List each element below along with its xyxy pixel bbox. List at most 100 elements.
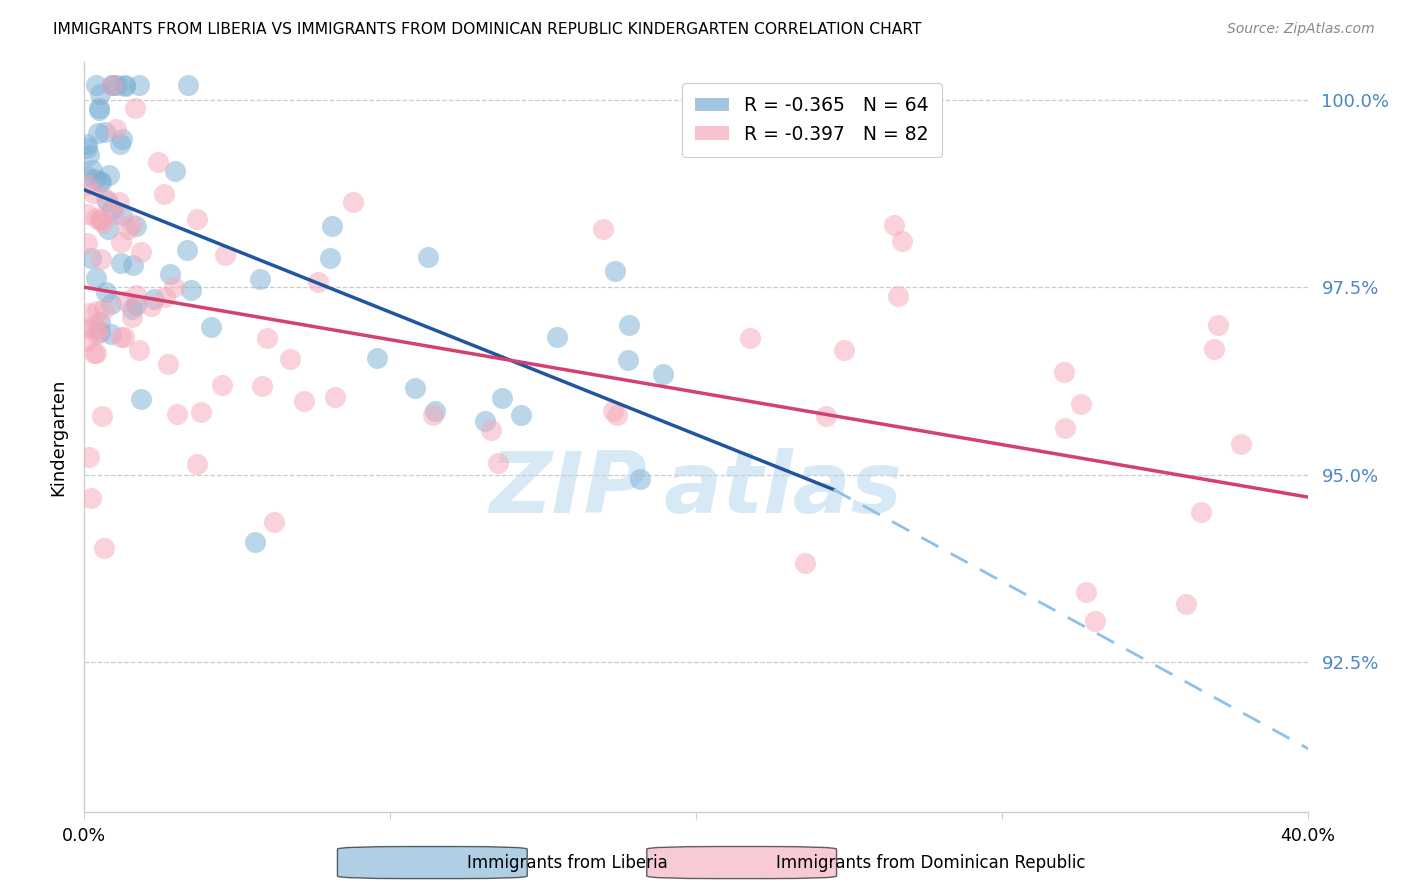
Point <box>605 264 627 278</box>
Point <box>121 310 143 325</box>
Point <box>323 391 346 405</box>
Point <box>128 343 150 358</box>
Point <box>190 405 212 419</box>
Point <box>186 212 208 227</box>
Point <box>86 304 108 318</box>
Point <box>111 209 134 223</box>
Point <box>887 289 910 303</box>
Point <box>1076 585 1098 599</box>
Point <box>122 258 145 272</box>
Point <box>342 194 364 209</box>
Point <box>76 334 98 348</box>
Point <box>90 175 112 189</box>
Point <box>114 78 136 93</box>
Point <box>200 320 222 334</box>
Point <box>96 194 118 209</box>
Point <box>110 330 132 344</box>
Point <box>1084 614 1107 628</box>
Text: ZIP atlas: ZIP atlas <box>489 448 903 531</box>
Point <box>101 78 124 92</box>
Point <box>77 450 100 464</box>
Point <box>125 288 148 302</box>
Point <box>628 472 651 486</box>
Point <box>82 162 104 177</box>
Point <box>602 404 624 418</box>
Point <box>93 301 115 316</box>
Point <box>87 322 110 336</box>
Point <box>91 216 114 230</box>
Point <box>156 357 179 371</box>
Point <box>256 331 278 345</box>
Point <box>211 378 233 392</box>
Point <box>652 367 675 381</box>
Point <box>83 346 105 360</box>
Point <box>142 292 165 306</box>
Point <box>117 222 139 236</box>
Point <box>97 221 120 235</box>
Point <box>166 407 188 421</box>
Point <box>101 202 124 216</box>
Point <box>84 211 107 226</box>
Point <box>129 245 152 260</box>
Point <box>76 178 98 193</box>
Point <box>163 280 186 294</box>
Point <box>1053 365 1076 379</box>
Point <box>1206 318 1229 333</box>
Point <box>474 414 496 428</box>
Point <box>488 456 510 470</box>
Point <box>1229 437 1251 451</box>
Point <box>214 248 236 262</box>
Legend: R = -0.365   N = 64, R = -0.397   N = 82: R = -0.365 N = 64, R = -0.397 N = 82 <box>682 83 942 157</box>
Point <box>103 207 125 221</box>
Point <box>418 250 440 264</box>
Point <box>84 270 107 285</box>
Point <box>546 330 568 344</box>
Point <box>110 235 132 250</box>
Point <box>404 381 426 395</box>
Point <box>176 243 198 257</box>
Point <box>100 326 122 341</box>
Point <box>76 136 98 151</box>
Point <box>250 379 273 393</box>
Point <box>89 174 111 188</box>
Point <box>814 409 837 423</box>
Point <box>124 101 146 115</box>
Point <box>84 172 107 186</box>
Point <box>321 219 343 234</box>
Point <box>76 320 98 334</box>
Point <box>1175 597 1198 611</box>
Point <box>1053 421 1076 435</box>
Point <box>79 306 101 320</box>
Point <box>245 535 267 549</box>
Point <box>794 556 817 570</box>
Point <box>89 87 111 101</box>
Point <box>90 211 112 226</box>
Point <box>128 78 150 92</box>
Point <box>91 409 114 423</box>
Point <box>89 325 111 339</box>
Point <box>80 491 103 506</box>
Text: Source: ZipAtlas.com: Source: ZipAtlas.com <box>1227 22 1375 37</box>
Text: IMMIGRANTS FROM LIBERIA VS IMMIGRANTS FROM DOMINICAN REPUBLIC KINDERGARTEN CORRE: IMMIGRANTS FROM LIBERIA VS IMMIGRANTS FR… <box>53 22 922 37</box>
Point <box>110 137 132 152</box>
Point <box>121 218 143 232</box>
Point <box>263 515 285 529</box>
Point <box>319 251 342 265</box>
Point <box>108 194 131 209</box>
Point <box>103 78 125 92</box>
Point <box>479 423 502 437</box>
Point <box>96 193 118 207</box>
Point <box>1189 506 1212 520</box>
Point <box>139 299 162 313</box>
Point <box>89 315 111 329</box>
Point <box>153 187 176 202</box>
Point <box>292 394 315 409</box>
Point <box>84 346 107 360</box>
Point <box>159 268 181 282</box>
Point <box>94 125 117 139</box>
Point <box>832 343 855 358</box>
Point <box>890 234 912 248</box>
Point <box>249 271 271 285</box>
Point <box>87 126 110 140</box>
Point <box>422 408 444 422</box>
